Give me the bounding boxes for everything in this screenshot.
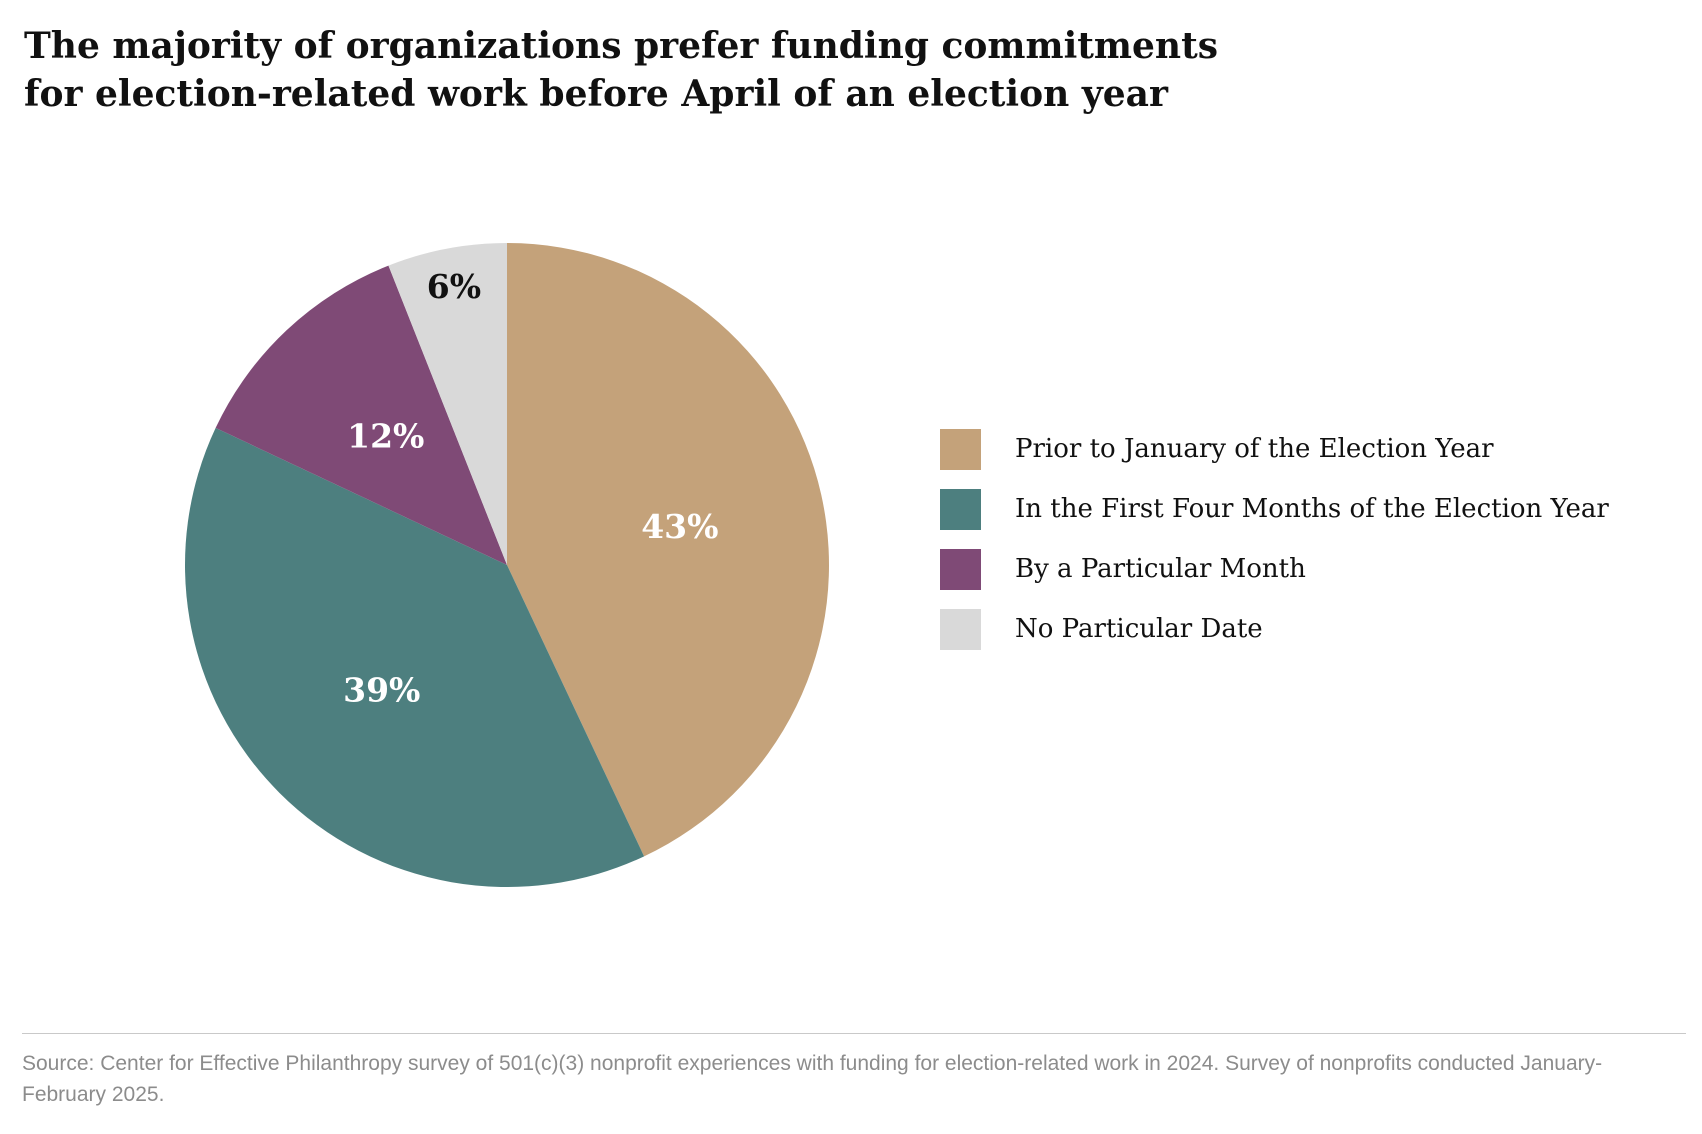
legend-label-no-particular-date: No Particular Date [1015, 614, 1263, 644]
pie-slice-prior-to-january [507, 243, 829, 857]
chart-legend: Prior to January of the Election Year In… [940, 428, 1609, 668]
pie-slice-particular-month [215, 265, 507, 565]
legend-item-no-particular-date: No Particular Date [940, 608, 1609, 650]
source-note: Source: Center for Effective Philanthrop… [22, 1052, 1603, 1106]
pie-chart: 43% 39% 12% 6% [184, 243, 829, 887]
data-label-particular-month: 12% [347, 416, 424, 455]
legend-item-first-four-months: In the First Four Months of the Election… [940, 488, 1609, 530]
data-label-first-four-months: 39% [343, 671, 420, 710]
legend-label-first-four-months: In the First Four Months of the Election… [1015, 494, 1609, 524]
legend-swatch-prior-to-january [940, 428, 981, 470]
legend-label-particular-month: By a Particular Month [1015, 554, 1306, 584]
pie-slice-no-particular-date [388, 243, 507, 565]
legend-item-prior-to-january: Prior to January of the Election Year [940, 428, 1609, 470]
legend-swatch-particular-month [940, 548, 981, 590]
legend-swatch-first-four-months [940, 488, 981, 530]
chart-title-line-2: for election-related work before April o… [24, 73, 1168, 115]
pie-slice-first-four-months [184, 427, 645, 887]
data-label-no-particular-date: 6% [427, 267, 481, 306]
legend-label-prior-to-january: Prior to January of the Election Year [1015, 434, 1494, 464]
data-label-prior-to-january: 43% [641, 507, 718, 546]
chart-title-line-1: The majority of organizations prefer fun… [24, 25, 1218, 67]
legend-item-particular-month: By a Particular Month [940, 548, 1609, 590]
legend-swatch-no-particular-date [940, 608, 981, 650]
footer-divider [22, 1033, 1686, 1034]
chart-title: The majority of organizations prefer fun… [24, 22, 1424, 118]
